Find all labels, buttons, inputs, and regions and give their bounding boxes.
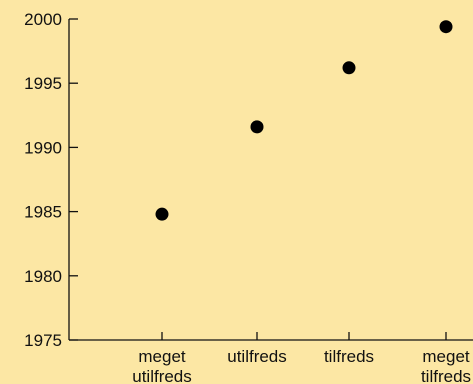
axes <box>68 19 473 341</box>
data-point <box>250 120 264 134</box>
x-tick-label: utilfreds <box>227 347 287 366</box>
y-tick-label: 1975 <box>24 331 62 350</box>
y-tick-label: 1980 <box>24 267 62 286</box>
data-point <box>342 61 356 75</box>
y-tick-label: 2000 <box>24 10 62 29</box>
y-tick-label: 1990 <box>24 138 62 157</box>
x-tick-label: meget tilfreds <box>421 347 471 384</box>
x-tick-label: meget utilfreds <box>132 347 192 384</box>
data-point <box>155 207 169 221</box>
data-points <box>155 20 453 221</box>
y-tick-label: 1995 <box>24 74 62 93</box>
ticks: 1975 1980 1985 1990 1995 2000 meget utilfreds ut… <box>24 10 471 384</box>
data-point <box>439 20 453 34</box>
y-tick-label: 1985 <box>24 203 62 222</box>
x-tick-label: tilfreds <box>324 347 374 366</box>
